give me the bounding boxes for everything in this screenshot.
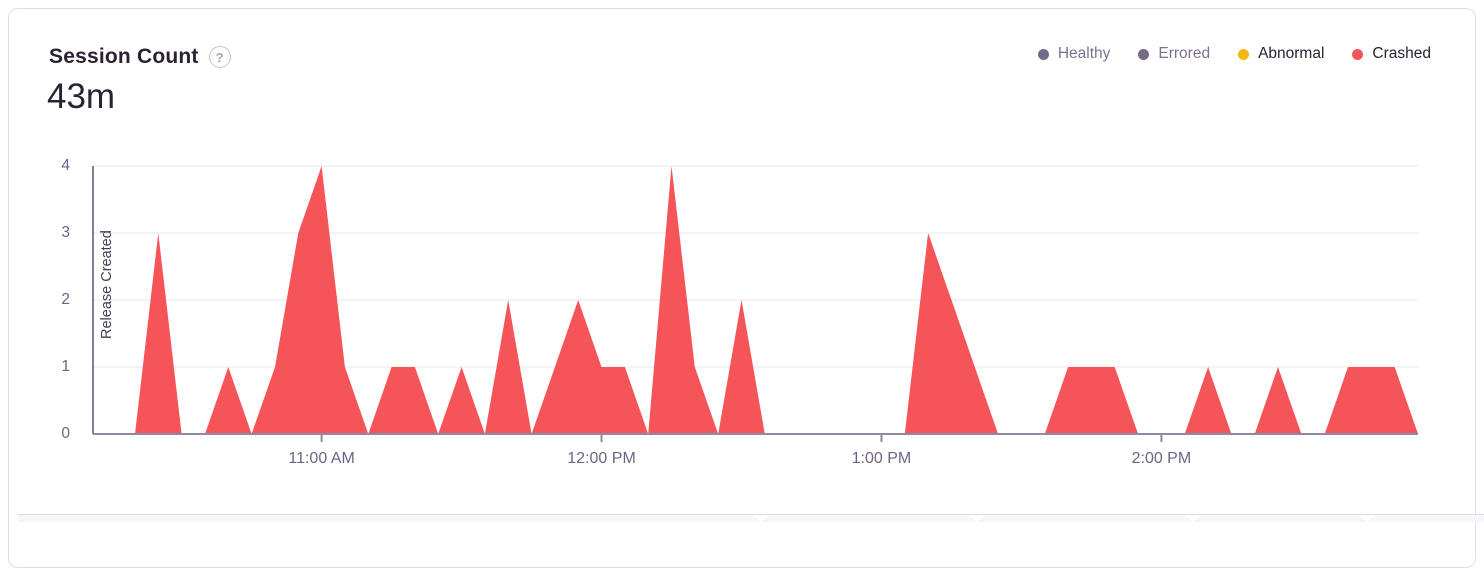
healthy-dot-icon bbox=[1037, 48, 1049, 60]
session-chart[interactable] bbox=[0, 0, 1484, 513]
crashed-area-series[interactable] bbox=[93, 166, 1418, 434]
legend-label: Crashed bbox=[1372, 45, 1431, 62]
section-divider-notch bbox=[1185, 515, 1201, 522]
legend-label: Abnormal bbox=[1258, 45, 1325, 62]
legend-label: Healthy bbox=[1057, 45, 1111, 62]
help-icon[interactable]: ? bbox=[208, 46, 231, 68]
abnormal-dot-icon bbox=[1238, 48, 1250, 60]
next-section-strip bbox=[18, 515, 1484, 522]
legend-label: Errored bbox=[1158, 45, 1211, 62]
session-total-value: 43m bbox=[47, 77, 116, 116]
chart-legend: Healthy Errored Abnormal Crashed bbox=[1037, 45, 1431, 63]
card-header: Session Count ? bbox=[49, 45, 231, 69]
page-title: Session Count bbox=[49, 45, 199, 68]
section-divider-notch bbox=[969, 515, 985, 522]
section-divider-notch bbox=[753, 515, 769, 522]
x-axis-tick-marks bbox=[320, 434, 1163, 442]
legend-item-abnormal[interactable]: Abnormal bbox=[1238, 45, 1324, 63]
crashed-dot-icon bbox=[1352, 48, 1364, 60]
section-divider-notch bbox=[1359, 515, 1375, 522]
legend-item-healthy[interactable]: Healthy bbox=[1037, 45, 1111, 63]
legend-item-errored[interactable]: Errored bbox=[1138, 45, 1210, 63]
errored-dot-icon bbox=[1138, 48, 1150, 60]
session-count-card: Session Count ? 43m Healthy Errored Abno… bbox=[8, 8, 1484, 568]
legend-item-crashed[interactable]: Crashed bbox=[1352, 45, 1431, 63]
